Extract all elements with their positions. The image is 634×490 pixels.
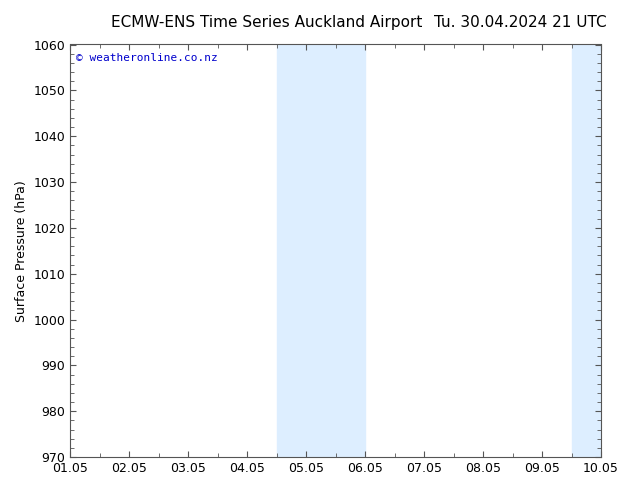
Text: Tu. 30.04.2024 21 UTC: Tu. 30.04.2024 21 UTC [434,15,606,30]
Y-axis label: Surface Pressure (hPa): Surface Pressure (hPa) [15,180,28,322]
Bar [276,45,365,457]
Bar [572,45,631,457]
Text: © weatheronline.co.nz: © weatheronline.co.nz [75,53,217,63]
Text: ECMW-ENS Time Series Auckland Airport: ECMW-ENS Time Series Auckland Airport [110,15,422,30]
